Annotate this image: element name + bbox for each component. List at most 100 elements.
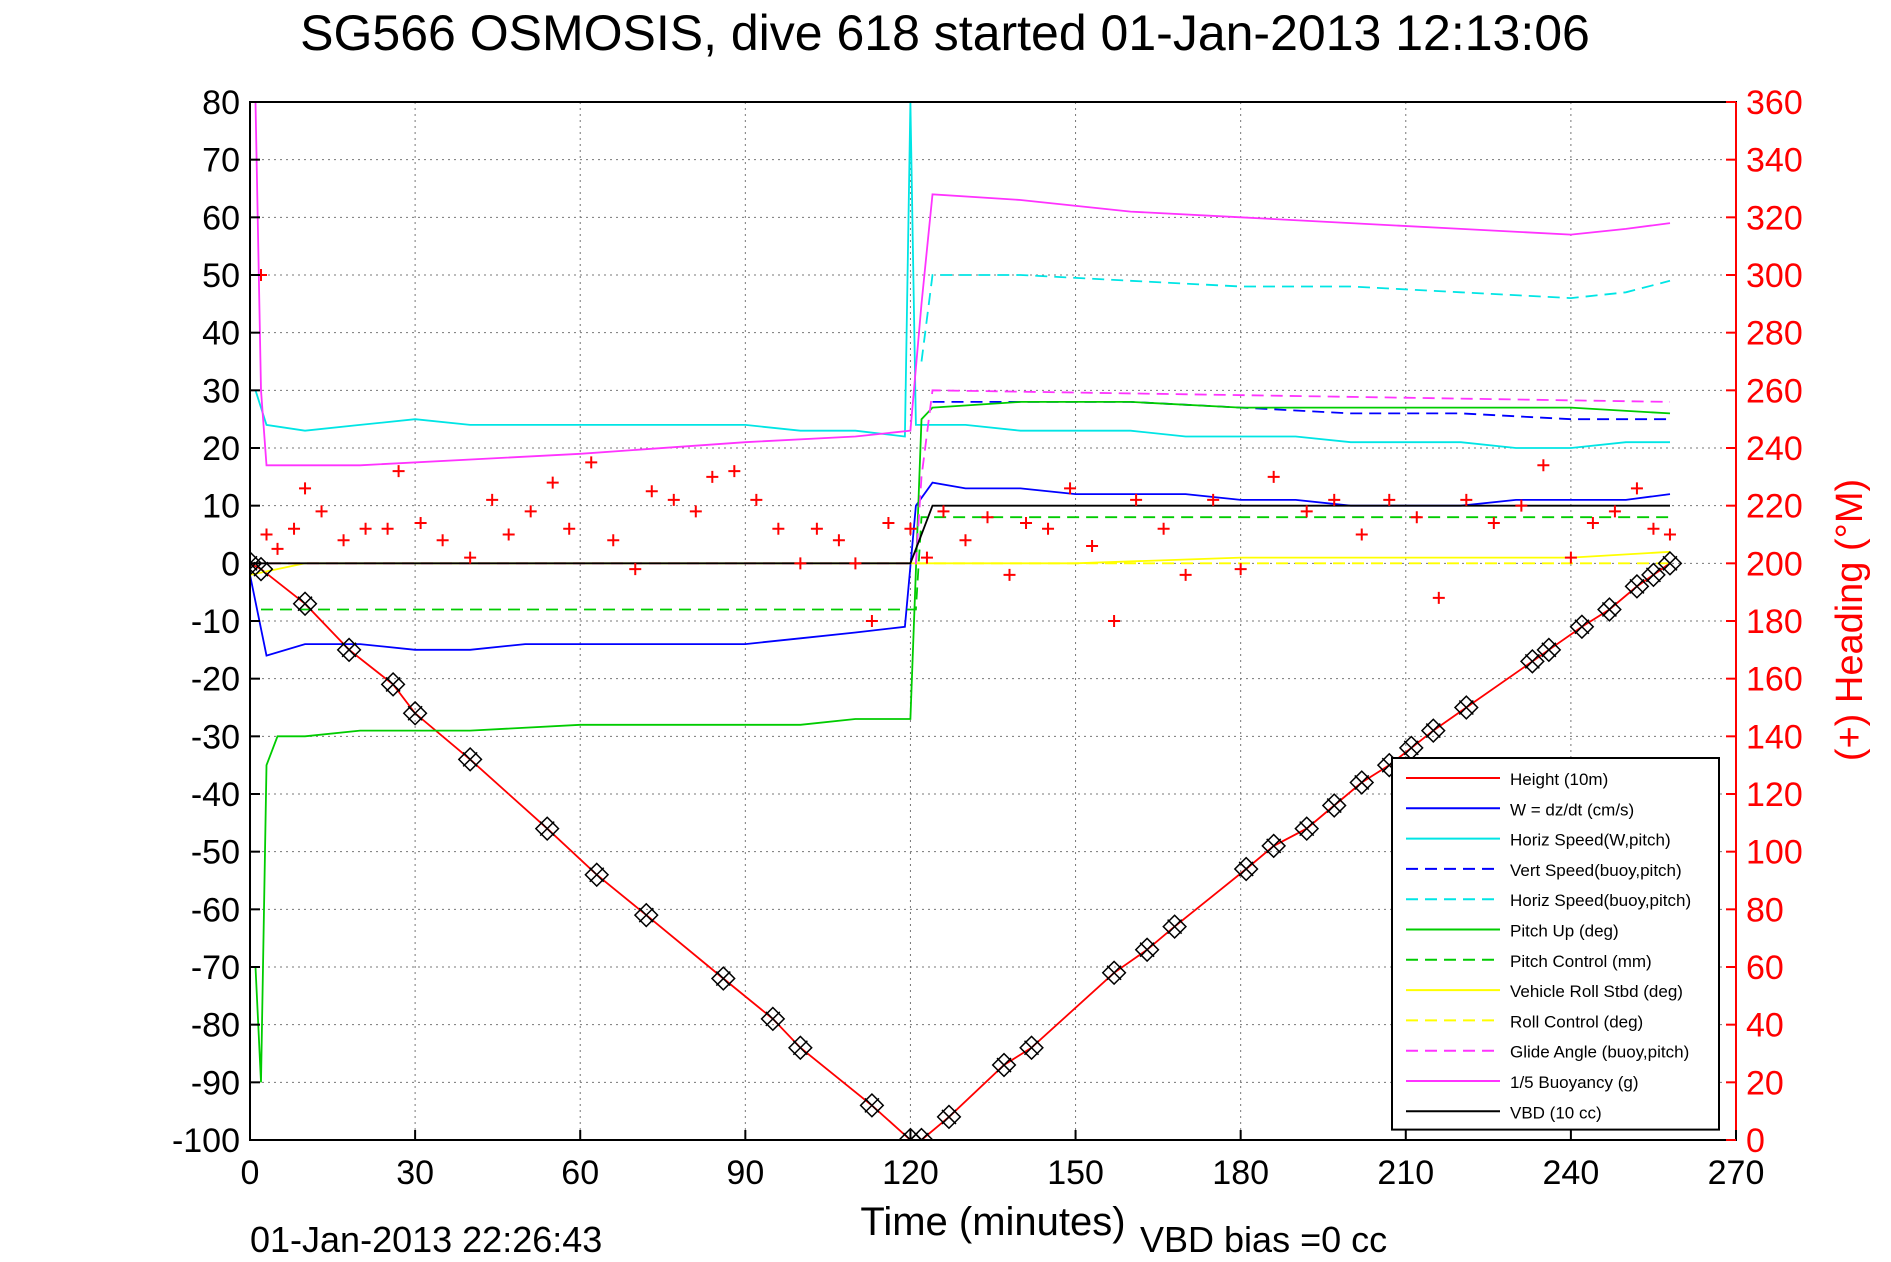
y2-tick-label: 260 [1746, 372, 1803, 410]
heading-point [1647, 522, 1660, 535]
height-marker-cross [913, 1132, 929, 1140]
x-tick-label: 240 [1543, 1154, 1600, 1192]
heading-point [832, 534, 845, 547]
series-line-6 [261, 516, 1670, 611]
height-marker-cross [864, 1097, 880, 1113]
height-marker-cross [1601, 601, 1617, 617]
y-tick-label: 30 [202, 372, 240, 410]
heading-point [904, 522, 917, 535]
heading-point [1179, 568, 1192, 581]
heading-point [563, 522, 576, 535]
y2-tick-label: 320 [1746, 199, 1803, 237]
heading-point [1108, 615, 1121, 627]
y2-tick-label: 80 [1746, 891, 1784, 929]
chart-title: SG566 OSMOSIS, dive 618 started 01-Jan-2… [300, 5, 1590, 61]
height-marker-cross [1238, 861, 1254, 877]
heading-point [299, 482, 312, 495]
heading-point [359, 522, 372, 535]
heading-point [1355, 528, 1368, 541]
heading-point [772, 522, 785, 535]
y2-tick-label: 20 [1746, 1064, 1784, 1102]
height-marker-cross [1403, 740, 1419, 756]
heading-point [810, 522, 823, 535]
y2-tick-label: 60 [1746, 949, 1784, 987]
series-line-11 [250, 504, 1670, 565]
legend-label: Horiz Speed(buoy,pitch) [1510, 891, 1691, 910]
heading-point [1432, 591, 1445, 604]
series-layer [250, 102, 1676, 1140]
legend-label: Roll Control (deg) [1510, 1012, 1643, 1031]
legend-label: Horiz Speed(W,pitch) [1510, 831, 1671, 850]
heading-point [1630, 482, 1643, 495]
heading-point [1410, 511, 1423, 524]
heading-point [849, 557, 862, 570]
y2-tick-label: 40 [1746, 1007, 1784, 1045]
heading-point [706, 470, 719, 483]
heading-point [1608, 505, 1621, 518]
heading-point [689, 505, 702, 518]
y2-tick-label: 100 [1746, 834, 1803, 872]
height-marker-cross [589, 867, 605, 883]
y2-tick-label: 160 [1746, 661, 1803, 699]
height-marker-cross [297, 596, 313, 612]
y2-tick-label: 300 [1746, 257, 1803, 295]
heading-point [288, 522, 301, 535]
y2-tick-label: 240 [1746, 430, 1803, 468]
height-marker-cross [253, 561, 269, 577]
y2-tick-label: 180 [1746, 603, 1803, 641]
heading-point [337, 534, 350, 547]
y-tick-label: 0 [221, 545, 240, 583]
heading-point [1487, 516, 1500, 529]
heading-point [882, 516, 895, 529]
x-axis-ticks: 0 30 60 90 120 150 180 210 240 270 [241, 1130, 1765, 1192]
legend-label: Height (10m) [1510, 770, 1608, 789]
legend-label: Vehicle Roll Stbd (deg) [1510, 982, 1683, 1001]
y-tick-label: 40 [202, 315, 240, 353]
heading-point [1086, 540, 1099, 553]
x-axis-label: Time (minutes) [860, 1200, 1125, 1244]
heading-point [667, 493, 680, 506]
y-tick-label: -10 [191, 603, 240, 641]
heading-point [436, 534, 449, 547]
y-tick-label: -60 [191, 891, 240, 929]
height-marker-cross [1645, 567, 1661, 583]
y-tick-label: 10 [202, 488, 240, 526]
y-tick-label: -80 [191, 1007, 240, 1045]
heading-point [629, 563, 642, 576]
x-tick-label: 0 [241, 1154, 260, 1192]
y2-tick-label: 340 [1746, 142, 1803, 180]
heading-point [414, 516, 427, 529]
x-tick-label: 270 [1708, 1154, 1765, 1192]
heading-point [546, 476, 559, 489]
heading-point [464, 551, 477, 564]
heading-point [959, 534, 972, 547]
heading-point [645, 485, 658, 498]
heading-point [1157, 522, 1170, 535]
y-tick-label: -70 [191, 949, 240, 987]
y2-tick-label: 360 [1746, 84, 1803, 122]
heading-point [1515, 499, 1528, 512]
y-tick-label: -30 [191, 718, 240, 756]
footer-timestamp: 01-Jan-2013 22:26:43 [250, 1219, 602, 1260]
x-tick-label: 180 [1212, 1154, 1269, 1192]
y-tick-label: 20 [202, 430, 240, 468]
legend-label: VBD (10 cc) [1510, 1103, 1602, 1122]
heading-point [381, 522, 394, 535]
x-tick-label: 210 [1377, 1154, 1434, 1192]
heading-point [1564, 551, 1577, 564]
y-tick-label: 50 [202, 257, 240, 295]
heading-point [794, 557, 807, 570]
heading-point [1537, 459, 1550, 472]
height-marker-cross [1106, 965, 1122, 981]
y-tick-label: -90 [191, 1064, 240, 1102]
heading-point [524, 505, 537, 518]
height-marker-cross [792, 1040, 808, 1056]
heading-point [728, 465, 741, 478]
height-marker-cross [1425, 723, 1441, 739]
x-tick-label: 150 [1047, 1154, 1104, 1192]
heading-point [920, 551, 933, 564]
y2-axis-ticks: 3603403203002802602402202001801601401201… [1726, 84, 1803, 1160]
height-marker-cross [765, 1011, 781, 1027]
heading-point [502, 528, 515, 541]
heading-point [585, 456, 598, 469]
